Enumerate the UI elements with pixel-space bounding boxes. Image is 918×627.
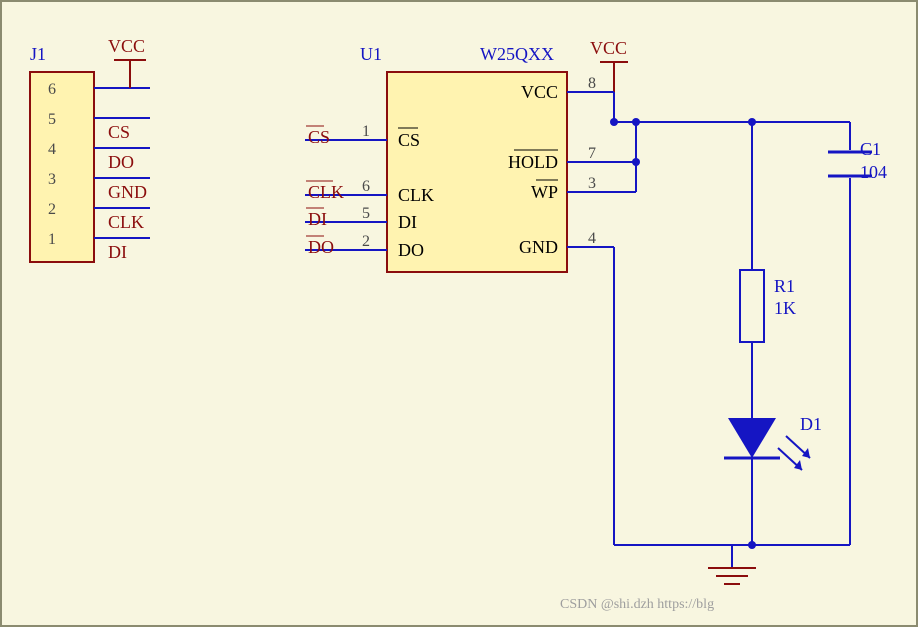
- j1-net: GND: [108, 182, 147, 202]
- u1-pinnum: 4: [588, 230, 596, 247]
- u1-designator: U1: [360, 44, 382, 64]
- j1-net: CLK: [108, 212, 144, 232]
- u1-vcc-label: VCC: [590, 38, 627, 58]
- r1-desig: R1: [774, 276, 795, 296]
- u1-pinlabel: DO: [398, 240, 424, 260]
- u1-pinnum: 7: [588, 145, 596, 162]
- j1-pin: 6: [48, 81, 56, 98]
- u1-pinlabel: DI: [398, 212, 417, 232]
- u1-pinnum: 6: [362, 178, 370, 195]
- u1-pinnum: 2: [362, 233, 370, 250]
- j1-vcc-label: VCC: [108, 36, 145, 56]
- u1-net: DI: [308, 209, 327, 229]
- c1-value: 104: [860, 162, 887, 182]
- j1-pin: 2: [48, 201, 56, 218]
- j1-net: DI: [108, 242, 127, 262]
- u1-pinlabel: CLK: [398, 185, 434, 205]
- u1-net: CS: [308, 127, 330, 147]
- u1-pinnum: 3: [588, 175, 596, 192]
- u1-part: W25QXX: [480, 44, 554, 64]
- u1-pinlabel: CS: [398, 130, 420, 150]
- j1-pin: 1: [48, 231, 56, 248]
- u1-pinlabel: GND: [519, 237, 558, 257]
- watermark: CSDN @shi.dzh https://blg: [560, 597, 714, 612]
- j1-pin: 5: [48, 111, 56, 128]
- u1-pinnum: 8: [588, 75, 596, 92]
- u1-pinnum: 1: [362, 123, 370, 140]
- u1-pinlabel: VCC: [521, 82, 558, 102]
- j1-pin: 3: [48, 171, 56, 188]
- u1-pinlabel: HOLD: [508, 152, 558, 172]
- c1-desig: C1: [860, 139, 881, 159]
- d1-desig: D1: [800, 414, 822, 434]
- r1-value: 1K: [774, 298, 796, 318]
- u1-net: CLK: [308, 182, 344, 202]
- j1-net: DO: [108, 152, 134, 172]
- u1-net: DO: [308, 237, 334, 257]
- u1-pinnum: 5: [362, 205, 370, 222]
- j1-net: CS: [108, 122, 130, 142]
- u1-pinlabel: WP: [531, 182, 558, 202]
- j1-designator: J1: [30, 44, 46, 64]
- j1-pin: 4: [48, 141, 56, 158]
